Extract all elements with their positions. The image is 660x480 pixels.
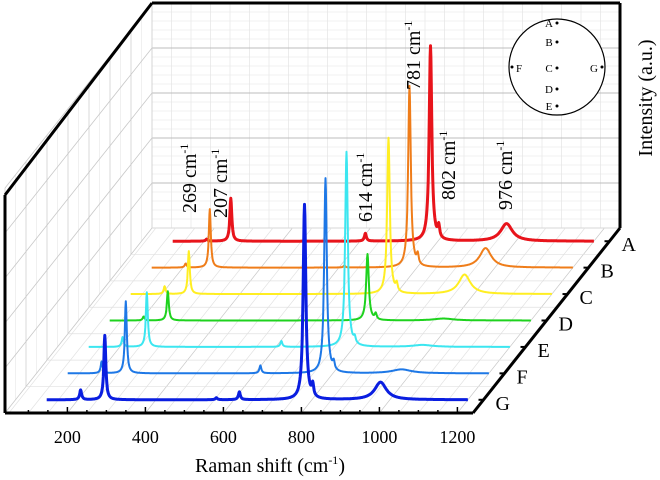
top-left-edge [3,2,154,196]
series-line-a [171,44,595,243]
x-tick-label: 1000 [361,427,397,447]
depth-tick-label: F [517,366,528,388]
floor-gridline [28,227,176,414]
series-line-g [45,202,469,402]
depth-tick-label: C [580,287,593,309]
side-wall-gridline [4,227,153,414]
axes-frame [3,1,622,415]
inset-dot-d [555,87,559,91]
depth-tick-label: G [496,393,510,415]
y-axis-label: Intensity (a.u.) [635,39,657,156]
peak-annotations: 269 cm-1 207 cm-1 614 cm-1 781 cm-1 802 cm-1… [177,21,517,222]
series-line-e [88,150,511,348]
inset-dot-e [555,104,559,108]
x-tick-label: 1200 [439,427,475,447]
side-wall-gridline [4,137,153,324]
inset-dot-g [600,65,604,69]
series-line-b [151,84,574,269]
sample-position-inset: A B C D E F G [508,18,606,116]
x-axis-label: Raman shift (cm-1) [195,453,345,477]
side-wall-gridline [4,47,153,234]
inset-label-f: F [516,63,522,75]
peak-label: 614 cm-1 [353,153,377,222]
series-line-f [67,177,490,375]
inset-label-d: D [545,84,553,96]
inset-dot-b [555,40,559,44]
side-wall-gridline [4,92,153,279]
peak-label: 207 cm-1 [208,149,232,218]
x-tick-label: 600 [210,427,237,447]
inset-label-b: B [545,37,552,49]
floor-gridline [8,227,157,414]
floor-gridline [301,227,449,414]
series-layer [45,44,595,402]
inset-dot-c [555,66,559,70]
depth-tick-label: E [538,340,550,362]
x-tick-label: 400 [132,427,159,447]
inset-label-c: C [545,63,552,75]
peak-label: 269 cm-1 [177,144,201,213]
inset-label-a: A [545,18,553,30]
x-tick-label: 800 [288,427,315,447]
peak-label: 976 cm-1 [493,141,517,210]
series-line-d [109,253,532,322]
depth-tick-label: D [559,314,573,336]
series-line-c [130,136,553,295]
inset-dot-a [555,21,559,25]
x-tick-label: 200 [54,427,81,447]
floor-gridline [359,227,508,414]
peak-label: 781 cm-1 [401,21,425,90]
inset-label-e: E [546,101,553,113]
peak-label: 802 cm-1 [436,131,460,200]
floor-gridline [379,227,527,414]
floor-gridline [281,227,430,414]
side-wall-gridline [4,182,153,369]
inset-label-g: G [590,63,598,75]
inset-dot-f [510,65,514,69]
depth-tick-label: B [601,261,614,283]
depth-tick-label: A [622,234,637,256]
